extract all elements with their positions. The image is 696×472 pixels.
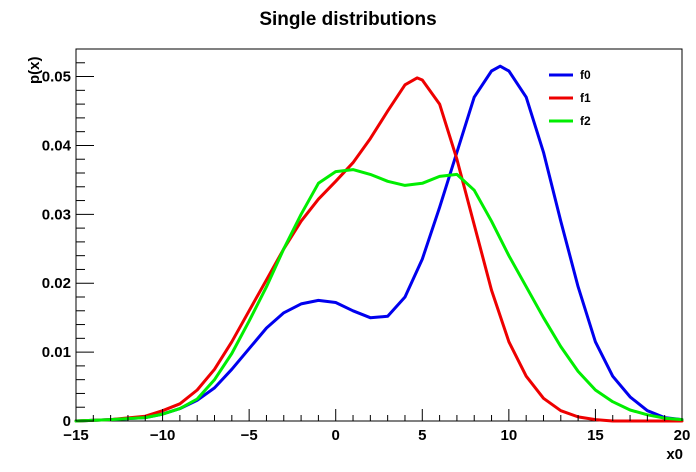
series-line-f2 xyxy=(74,168,684,423)
x-tick-label: 5 xyxy=(418,427,426,444)
x-tick-label: −5 xyxy=(241,427,258,444)
y-tick-label: 0.05 xyxy=(42,69,71,86)
x-tick-label: 15 xyxy=(587,427,604,444)
chart-title: Single distributions xyxy=(259,9,436,30)
x-tick-label: 20 xyxy=(674,427,691,444)
y-axis-title: p(x) xyxy=(26,57,43,85)
x-tick-label: 0 xyxy=(332,427,340,444)
series-line-f1 xyxy=(74,76,684,423)
series-line-f0 xyxy=(74,64,684,423)
x-tick-label: 10 xyxy=(501,427,518,444)
y-tick-label: 0.01 xyxy=(42,344,71,361)
x-axis-title: x0 xyxy=(666,446,683,463)
y-tick-label: 0.03 xyxy=(42,206,71,223)
legend-label-f1: f1 xyxy=(580,91,591,105)
legend-label-f2: f2 xyxy=(580,114,591,128)
y-tick-label: 0.02 xyxy=(42,275,71,292)
y-tick-label: 0.04 xyxy=(42,137,72,154)
x-tick-label: −10 xyxy=(150,427,175,444)
legend-label-f0: f0 xyxy=(580,68,591,82)
x-tick-label: −15 xyxy=(63,427,88,444)
legend: f0 f1 f2 xyxy=(549,68,591,128)
y-tick-label: 0 xyxy=(63,413,71,430)
plot-frame xyxy=(75,48,683,422)
